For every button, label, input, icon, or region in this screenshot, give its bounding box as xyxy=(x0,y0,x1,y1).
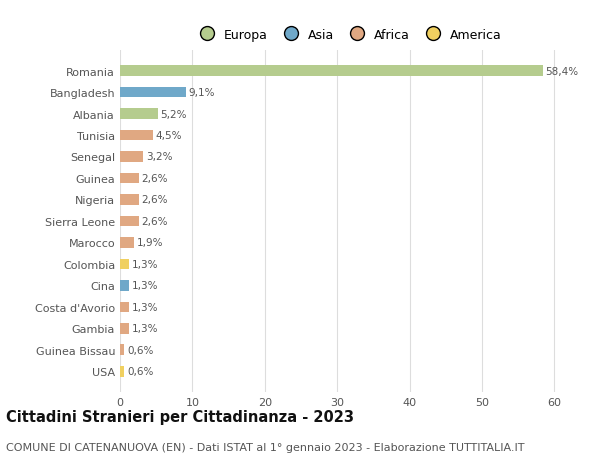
Text: 58,4%: 58,4% xyxy=(545,67,579,76)
Bar xyxy=(120,238,134,248)
Bar xyxy=(120,66,543,77)
Text: 1,3%: 1,3% xyxy=(133,324,159,334)
Text: 3,2%: 3,2% xyxy=(146,152,173,162)
Bar xyxy=(120,173,139,184)
Text: 2,6%: 2,6% xyxy=(142,217,168,226)
Bar xyxy=(120,323,130,334)
Text: Cittadini Stranieri per Cittadinanza - 2023: Cittadini Stranieri per Cittadinanza - 2… xyxy=(6,409,354,425)
Bar xyxy=(120,88,186,98)
Legend: Europa, Asia, Africa, America: Europa, Asia, Africa, America xyxy=(191,26,505,44)
Bar xyxy=(120,280,130,291)
Bar xyxy=(120,366,124,377)
Bar xyxy=(120,152,143,162)
Bar xyxy=(120,302,130,313)
Bar xyxy=(120,130,152,141)
Bar xyxy=(120,345,124,355)
Bar xyxy=(120,109,158,120)
Text: 0,6%: 0,6% xyxy=(127,367,154,376)
Bar xyxy=(120,195,139,205)
Text: 1,3%: 1,3% xyxy=(133,302,159,312)
Text: 1,9%: 1,9% xyxy=(137,238,163,248)
Text: 2,6%: 2,6% xyxy=(142,195,168,205)
Text: 5,2%: 5,2% xyxy=(161,109,187,119)
Text: 2,6%: 2,6% xyxy=(142,174,168,184)
Bar xyxy=(120,259,130,270)
Text: 1,3%: 1,3% xyxy=(133,259,159,269)
Text: 1,3%: 1,3% xyxy=(133,281,159,291)
Text: 0,6%: 0,6% xyxy=(127,345,154,355)
Text: 9,1%: 9,1% xyxy=(189,88,215,98)
Bar xyxy=(120,216,139,227)
Text: COMUNE DI CATENANUOVA (EN) - Dati ISTAT al 1° gennaio 2023 - Elaborazione TUTTIT: COMUNE DI CATENANUOVA (EN) - Dati ISTAT … xyxy=(6,442,524,452)
Text: 4,5%: 4,5% xyxy=(155,131,182,141)
